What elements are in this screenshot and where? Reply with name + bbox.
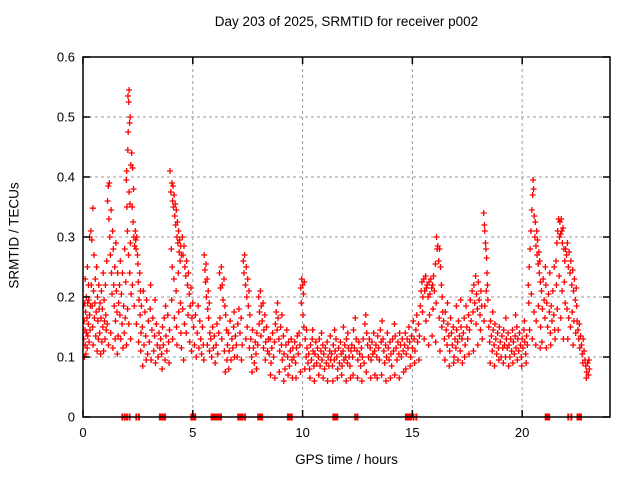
- x-tick-label: 20: [515, 425, 529, 440]
- y-tick-label: 0.2: [57, 290, 75, 305]
- y-tick-label: 0.5: [57, 110, 75, 125]
- x-tick-label: 5: [189, 425, 196, 440]
- y-tick-label: 0.4: [57, 170, 75, 185]
- y-tick-label: 0.6: [57, 50, 75, 65]
- y-tick-label: 0: [68, 410, 75, 425]
- scatter-points: [82, 87, 593, 384]
- chart-title: Day 203 of 2025, SRMTID for receiver p00…: [214, 14, 479, 29]
- x-tick-label: 0: [79, 425, 86, 440]
- x-axis-label: GPS time / hours: [295, 452, 398, 467]
- x-tick-label: 10: [295, 425, 309, 440]
- y-tick-label: 0.1: [57, 350, 75, 365]
- y-tick-label: 0.3: [57, 230, 75, 245]
- x-tick-label: 15: [405, 425, 419, 440]
